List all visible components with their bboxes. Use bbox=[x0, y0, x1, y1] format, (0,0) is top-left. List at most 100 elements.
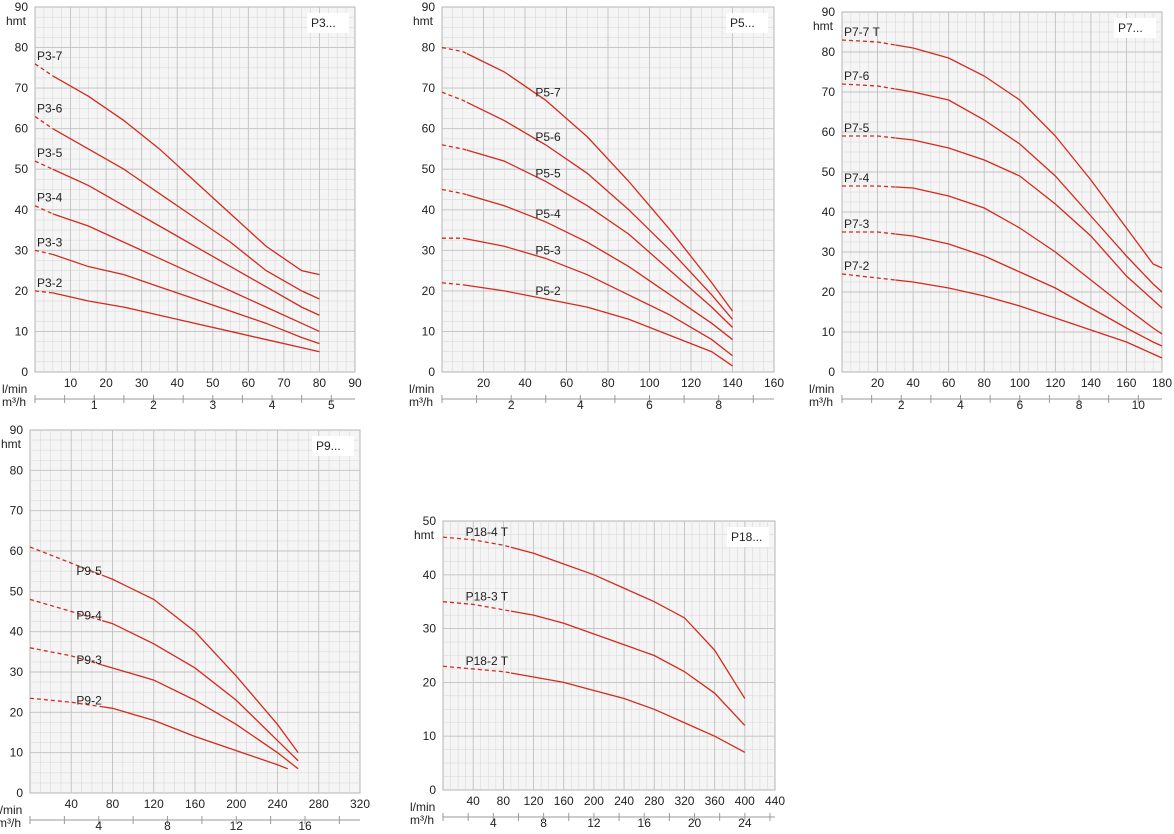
series-label: P3-2 bbox=[37, 276, 63, 290]
y-tick-label: 20 bbox=[822, 285, 836, 299]
x-tick-label: 40 bbox=[518, 376, 532, 390]
series-p3-6: P3-6 bbox=[34, 102, 320, 300]
x-tick-label: 440 bbox=[765, 794, 785, 808]
x-tick-label: 240 bbox=[614, 794, 634, 808]
series-p3-4: P3-4 bbox=[34, 191, 320, 333]
series-line-dashed bbox=[34, 160, 54, 170]
y-tick-label: 50 bbox=[15, 162, 29, 176]
x-tick-label: 400 bbox=[735, 794, 755, 808]
series-label: P7-4 bbox=[844, 171, 870, 185]
series-p5-3: P5-3 bbox=[442, 237, 733, 357]
x-tick-label: 60 bbox=[942, 376, 956, 390]
x-tick-label: 80 bbox=[601, 376, 615, 390]
y-tick-label: 20 bbox=[15, 284, 29, 298]
series-line-dashed bbox=[841, 273, 896, 281]
series-p7-2: P7-2 bbox=[841, 259, 1163, 359]
series-line bbox=[895, 186, 1163, 335]
series-label: P7-5 bbox=[844, 121, 870, 135]
series-line-dashed bbox=[841, 39, 896, 46]
series-line bbox=[895, 137, 1163, 309]
series-line bbox=[510, 672, 746, 753]
y-tick-label: 40 bbox=[422, 203, 436, 217]
y-tick-label: 60 bbox=[10, 544, 24, 558]
series-label: P18-2 T bbox=[466, 654, 509, 668]
chart-title: P7... bbox=[1118, 21, 1143, 35]
x-tick-label: 320 bbox=[674, 794, 694, 808]
y-tick-label: 80 bbox=[15, 41, 29, 55]
x2-tick-label: 8 bbox=[164, 819, 171, 833]
series-line bbox=[895, 44, 1163, 269]
series-p5-6: P5-6 bbox=[441, 91, 733, 320]
x-axis-label-primary: l/min bbox=[409, 382, 434, 396]
series-p3-3: P3-3 bbox=[34, 235, 320, 345]
series-p9-5: P9-5 bbox=[29, 546, 299, 754]
y-tick-label: 70 bbox=[822, 85, 836, 99]
x-axis-label-primary: l/min bbox=[2, 382, 27, 396]
series-p7-5: P7-5 bbox=[842, 121, 1163, 309]
x-axis-label-secondary: m³/h bbox=[0, 816, 21, 830]
y-axis-label: hmt bbox=[413, 14, 434, 28]
x-tick-label: 320 bbox=[350, 797, 370, 811]
x-tick-label: 120 bbox=[1045, 376, 1065, 390]
x-axis-label-secondary: m³/h bbox=[409, 395, 433, 409]
x2-tick-label: 5 bbox=[328, 398, 335, 412]
series-p9-2: P9-2 bbox=[29, 693, 289, 770]
x-axis-label-primary: l/min bbox=[809, 382, 834, 396]
chart-title-box bbox=[727, 527, 769, 547]
y-tick-label: 90 bbox=[10, 423, 24, 437]
series-p18-4-t: P18-4 T bbox=[442, 525, 746, 699]
x-tick-label: 160 bbox=[1116, 376, 1136, 390]
x-tick-label: 40 bbox=[467, 794, 481, 808]
series-label: P9-4 bbox=[76, 609, 102, 623]
x-tick-label: 40 bbox=[65, 797, 79, 811]
x-tick-label: 40 bbox=[171, 376, 185, 390]
series-label: P3-5 bbox=[37, 146, 63, 160]
series-line bbox=[52, 292, 320, 353]
series-p7-6: P7-6 bbox=[841, 69, 1163, 293]
y-tick-label: 50 bbox=[10, 584, 24, 598]
x-tick-label: 30 bbox=[135, 376, 149, 390]
y-tick-label: 40 bbox=[423, 568, 437, 582]
series-line-dashed bbox=[842, 185, 896, 188]
series-p5-4: P5-4 bbox=[441, 188, 733, 341]
y-tick-label: 50 bbox=[822, 165, 836, 179]
x-tick-label: 80 bbox=[313, 376, 327, 390]
series-label: P5-6 bbox=[535, 130, 561, 144]
x-tick-label: 140 bbox=[722, 376, 742, 390]
y-tick-label: 80 bbox=[10, 463, 24, 477]
x2-tick-label: 4 bbox=[95, 819, 102, 833]
x-tick-label: 180 bbox=[1152, 376, 1172, 390]
series-line bbox=[52, 128, 320, 300]
x-tick-label: 160 bbox=[185, 797, 205, 811]
series-label: P18-4 T bbox=[466, 525, 509, 539]
chart-title-box bbox=[726, 13, 768, 33]
series-line bbox=[895, 233, 1163, 347]
x-tick-label: 40 bbox=[906, 376, 920, 390]
x-tick-label: 240 bbox=[267, 797, 287, 811]
y-tick-label: 60 bbox=[822, 125, 836, 139]
y-tick-label: 40 bbox=[15, 203, 29, 217]
x-tick-label: 20 bbox=[99, 376, 113, 390]
x-tick-label: 60 bbox=[560, 376, 574, 390]
series-line bbox=[52, 253, 320, 345]
y-tick-label: 60 bbox=[15, 122, 29, 136]
y-axis-label: hmt bbox=[813, 19, 834, 33]
x2-tick-label: 1 bbox=[91, 398, 98, 412]
x-tick-label: 20 bbox=[871, 376, 885, 390]
series-line-dashed bbox=[441, 91, 468, 103]
x-tick-label: 280 bbox=[309, 797, 329, 811]
x-tick-label: 120 bbox=[144, 797, 164, 811]
y-tick-label: 90 bbox=[422, 0, 436, 14]
series-label: P7-7 T bbox=[844, 25, 880, 39]
series-line-dashed bbox=[29, 546, 103, 576]
series-label: P9-3 bbox=[76, 653, 102, 667]
x2-tick-label: 4 bbox=[957, 398, 964, 412]
series-p3-2: P3-2 bbox=[34, 276, 320, 353]
series-line-dashed bbox=[841, 83, 896, 90]
x2-tick-label: 12 bbox=[587, 816, 601, 830]
series-label: P3-6 bbox=[37, 102, 63, 116]
y-tick-label: 50 bbox=[423, 514, 437, 528]
